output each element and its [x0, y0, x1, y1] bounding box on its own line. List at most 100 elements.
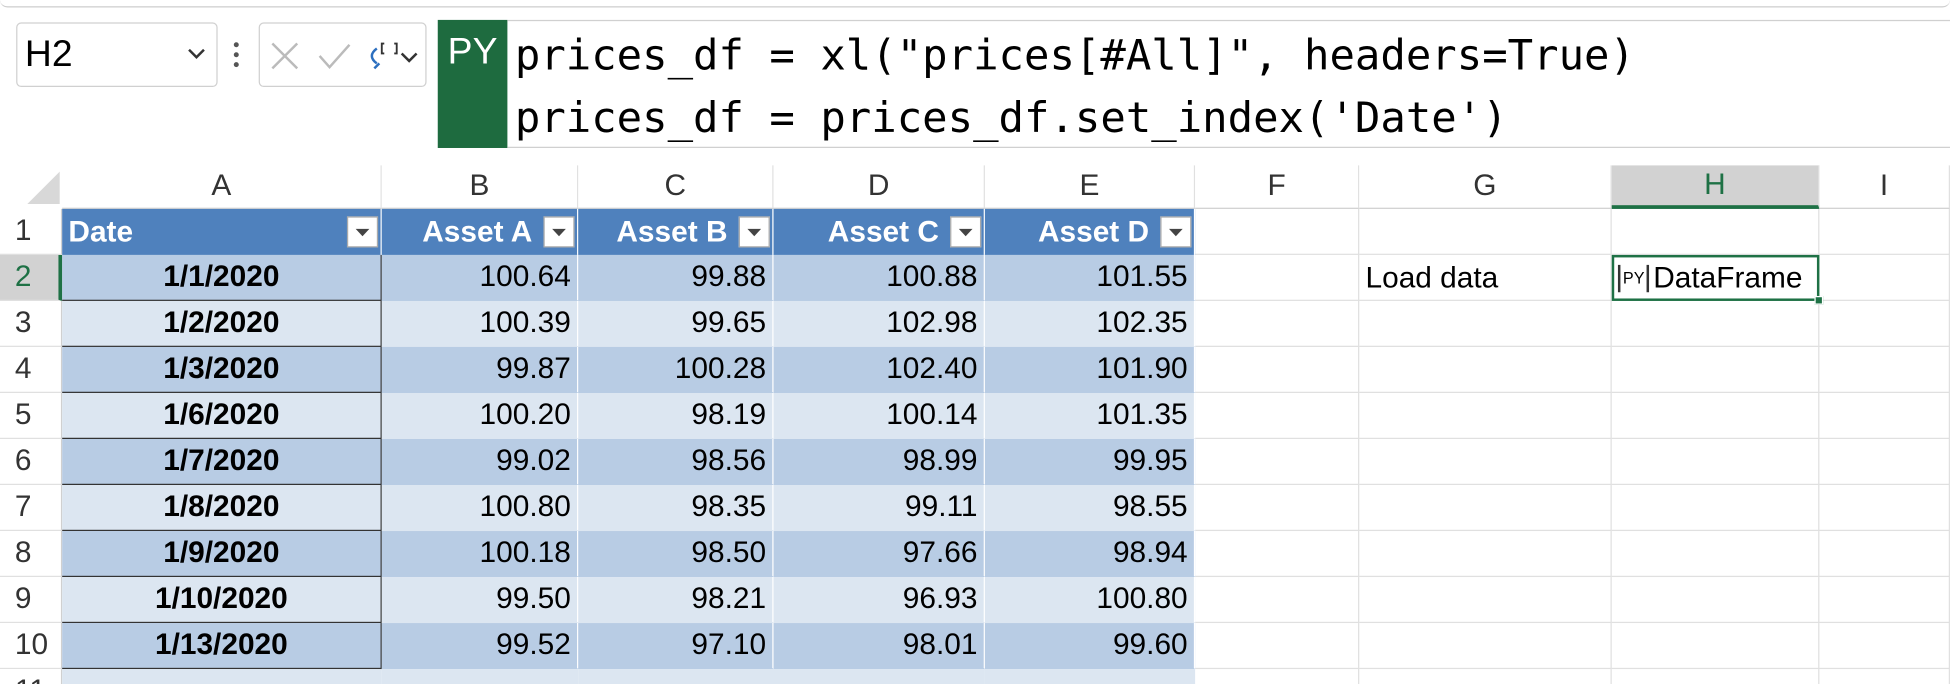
date-cell[interactable]: 1/6/2020	[62, 392, 382, 439]
row-header[interactable]: 10	[0, 623, 63, 670]
grid-cell[interactable]	[1195, 485, 1360, 532]
value-cell[interactable]: 99.60	[984, 623, 1196, 670]
filter-button[interactable]	[950, 216, 982, 248]
column-header[interactable]: C	[578, 165, 774, 209]
row-header[interactable]: 3	[0, 300, 63, 347]
value-cell[interactable]: 97.66	[773, 531, 985, 578]
grid-cell[interactable]	[1819, 438, 1950, 486]
grid-cell[interactable]	[1819, 485, 1950, 532]
value-cell[interactable]: 102.35	[984, 300, 1196, 347]
row-header[interactable]: 8	[0, 531, 63, 578]
value-cell[interactable]: 99.65	[578, 300, 774, 347]
row-header[interactable]: 2	[0, 254, 63, 301]
value-cell[interactable]: 100.39	[381, 300, 579, 347]
grid-cell[interactable]	[1359, 623, 1612, 670]
grid-cell[interactable]	[1359, 577, 1612, 624]
value-cell[interactable]: 102.40	[773, 346, 985, 393]
row-header[interactable]: 9	[0, 577, 63, 624]
value-cell[interactable]: 102.98	[773, 300, 985, 347]
grid-cell[interactable]	[1611, 438, 1820, 486]
grid-cell[interactable]	[1359, 531, 1612, 578]
filter-button[interactable]	[346, 216, 379, 248]
grid-cell[interactable]	[1819, 623, 1950, 670]
date-cell[interactable]: 1/13/2020	[62, 623, 382, 670]
value-cell[interactable]: 98.99	[773, 438, 985, 486]
column-header[interactable]: E	[984, 165, 1196, 209]
column-header[interactable]: B	[381, 165, 579, 209]
column-header[interactable]: I	[1819, 165, 1950, 209]
select-all[interactable]	[17, 169, 62, 206]
date-cell[interactable]: 1/8/2020	[62, 485, 382, 532]
grid-cell[interactable]	[1611, 392, 1820, 439]
filter-button[interactable]	[543, 216, 575, 248]
grid-cell[interactable]	[1195, 300, 1360, 347]
grid-cell[interactable]	[1359, 208, 1612, 255]
grid-cell[interactable]	[1819, 346, 1950, 393]
grid-cell[interactable]	[1195, 577, 1360, 624]
grid-cell[interactable]	[1819, 531, 1950, 578]
value-cell[interactable]: 98.21	[578, 577, 774, 624]
value-cell[interactable]: 98.50	[578, 531, 774, 578]
value-cell[interactable]: 99.87	[381, 346, 579, 393]
name-box[interactable]: H2	[16, 22, 218, 88]
value-cell[interactable]: 100.80	[381, 485, 579, 532]
value-cell[interactable]: 99.95	[984, 438, 1196, 486]
value-cell[interactable]: 98.35	[578, 485, 774, 532]
grid-cell[interactable]	[1611, 531, 1820, 578]
grid-cell[interactable]	[1819, 669, 1950, 684]
value-cell[interactable]: 98.55	[984, 485, 1196, 532]
column-header[interactable]: H	[1611, 165, 1820, 209]
column-header[interactable]: A	[62, 165, 382, 209]
grid-cell[interactable]	[1359, 346, 1612, 393]
column-header[interactable]: D	[773, 165, 985, 209]
grid-cell[interactable]	[1359, 669, 1612, 684]
grid-cell[interactable]	[1819, 392, 1950, 439]
date-cell[interactable]: 1/3/2020	[62, 346, 382, 393]
value-cell[interactable]: 100.20	[381, 392, 579, 439]
filter-button[interactable]	[1160, 216, 1192, 248]
row-header[interactable]: 5	[0, 392, 63, 439]
value-cell[interactable]: 100.28	[578, 346, 774, 393]
grid-cell[interactable]	[1611, 300, 1820, 347]
value-cell[interactable]: 98.56	[578, 438, 774, 486]
grid-cell[interactable]	[1359, 485, 1612, 532]
column-header[interactable]: F	[1195, 165, 1360, 209]
table-cell[interactable]	[62, 669, 382, 684]
column-header[interactable]: G	[1359, 165, 1612, 209]
value-cell[interactable]: 101.90	[984, 346, 1196, 393]
grid-cell[interactable]	[1819, 254, 1950, 301]
grid-cell[interactable]	[1195, 531, 1360, 578]
fill-handle[interactable]	[1814, 295, 1824, 305]
value-cell[interactable]: 98.94	[984, 531, 1196, 578]
value-cell[interactable]: 99.11	[773, 485, 985, 532]
value-cell[interactable]: 100.80	[984, 577, 1196, 624]
value-cell[interactable]: 100.88	[773, 254, 985, 301]
date-cell[interactable]: 1/2/2020	[62, 300, 382, 347]
grid-cell[interactable]	[1195, 208, 1360, 255]
grid-cell[interactable]	[1195, 346, 1360, 393]
row-header[interactable]: 7	[0, 485, 63, 532]
value-cell[interactable]: 100.14	[773, 392, 985, 439]
table-cell[interactable]	[984, 669, 1196, 684]
value-cell[interactable]: 101.35	[984, 392, 1196, 439]
date-cell[interactable]: 1/1/2020	[62, 254, 382, 301]
value-cell[interactable]: 100.64	[381, 254, 579, 301]
grid-cell[interactable]	[1359, 438, 1612, 486]
date-cell[interactable]: 1/10/2020	[62, 577, 382, 624]
grid-cell[interactable]	[1195, 623, 1360, 670]
value-cell[interactable]: 98.01	[773, 623, 985, 670]
value-cell[interactable]: 101.55	[984, 254, 1196, 301]
grid-cell[interactable]	[1359, 392, 1612, 439]
value-cell[interactable]: 96.93	[773, 577, 985, 624]
grid-cell[interactable]	[1611, 577, 1820, 624]
value-cell[interactable]: 100.18	[381, 531, 579, 578]
grid-cell[interactable]	[1819, 577, 1950, 624]
table-cell[interactable]	[578, 669, 774, 684]
grid-cell[interactable]	[1612, 669, 1820, 684]
date-cell[interactable]: 1/9/2020	[62, 531, 382, 578]
value-cell[interactable]: 99.02	[381, 438, 579, 486]
table-cell[interactable]	[773, 669, 985, 684]
grid-cell[interactable]	[1611, 623, 1820, 670]
value-cell[interactable]: 99.88	[578, 254, 774, 301]
grid-cell[interactable]	[1611, 208, 1820, 255]
